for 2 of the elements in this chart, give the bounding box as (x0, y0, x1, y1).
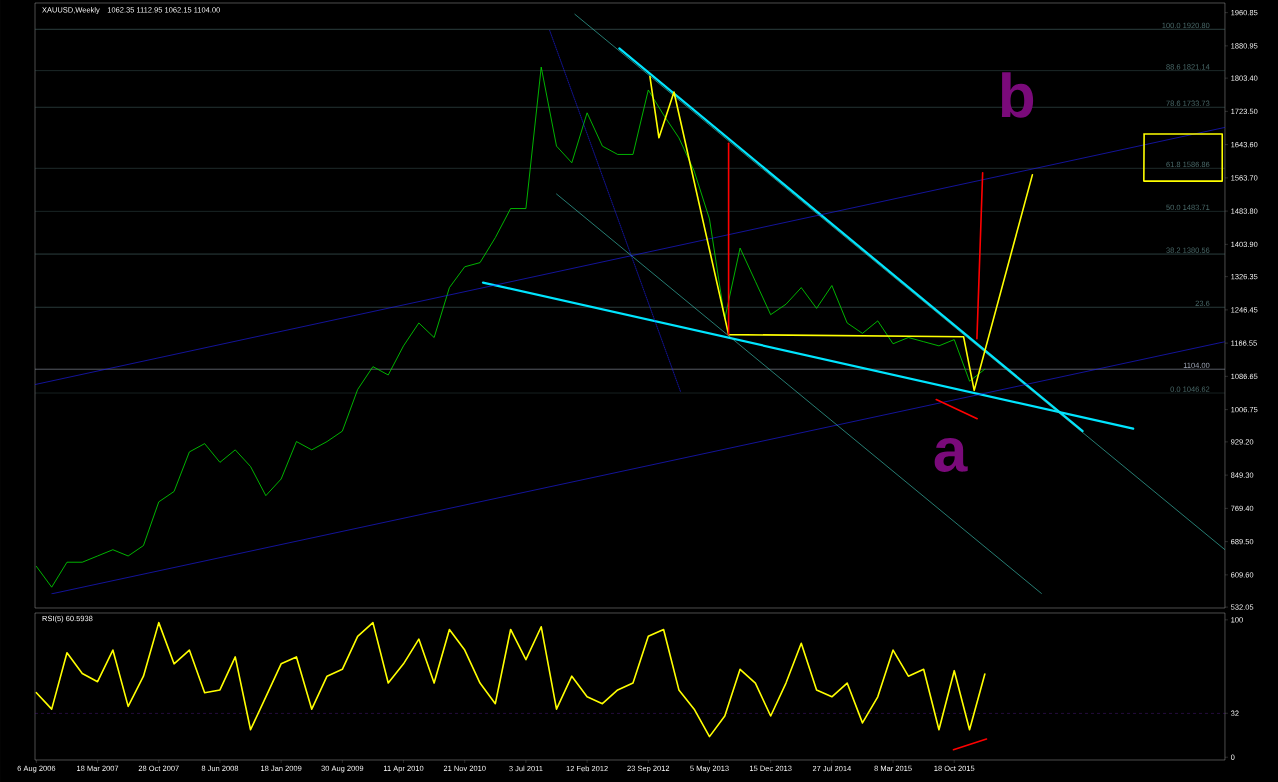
annotation: b (1001, 72, 1034, 118)
annotation: a (934, 437, 968, 472)
